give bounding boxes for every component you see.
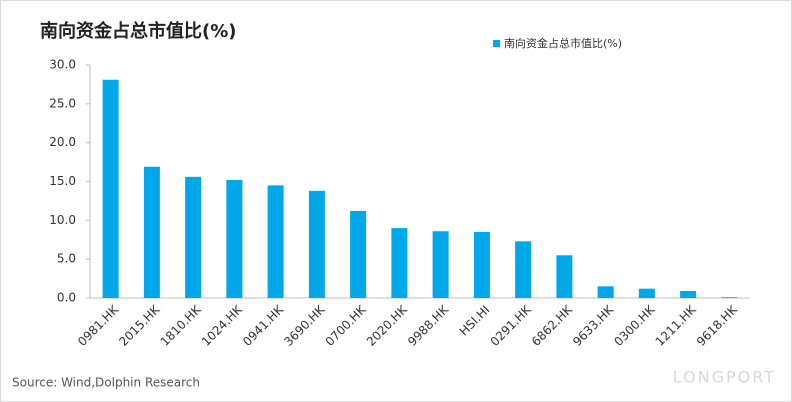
bar: [432, 231, 449, 298]
source: Source: Wind,Dolphin Research: [12, 376, 200, 390]
bar: [226, 179, 243, 298]
chart-title: 南向资金占总市值比(%): [40, 20, 237, 42]
y-tick-label: 25.0: [49, 96, 76, 110]
bar: [680, 291, 697, 298]
bar: [515, 241, 532, 298]
y-tick-label: 20.0: [49, 135, 76, 149]
y-tick-label: 5.0: [57, 252, 76, 266]
bar: [597, 286, 614, 298]
legend-swatch: [493, 40, 500, 47]
bar: [473, 231, 490, 298]
bar: [721, 297, 738, 298]
bar: [638, 288, 655, 298]
y-tick-label: 30.0: [49, 58, 76, 72]
bar: [185, 176, 202, 298]
y-tick-label: 15.0: [49, 174, 76, 188]
y-tick-label: 10.0: [49, 213, 76, 227]
y-tick-label: 0.0: [57, 291, 76, 305]
bar: [350, 211, 367, 298]
bar: [556, 255, 573, 298]
bar: [143, 166, 160, 298]
bar: [267, 185, 284, 298]
legend-label: 南向资金占总市值比(%): [504, 36, 622, 50]
bar: [102, 79, 119, 298]
watermark: LONGPORT: [673, 368, 776, 387]
bar: [391, 228, 408, 298]
bar: [308, 190, 325, 298]
